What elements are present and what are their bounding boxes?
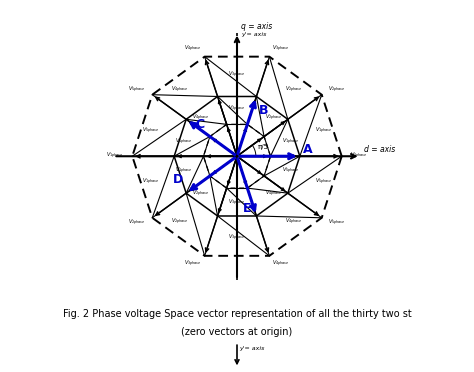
Text: C: C bbox=[196, 118, 205, 131]
Text: $V_{1phase}$: $V_{1phase}$ bbox=[315, 126, 332, 136]
Text: E: E bbox=[243, 202, 252, 215]
Text: $V_{1phase}$: $V_{1phase}$ bbox=[142, 176, 159, 187]
Text: q = axis: q = axis bbox=[241, 22, 273, 31]
Text: $V_{5phase}$: $V_{5phase}$ bbox=[315, 176, 332, 187]
Text: $V_{1phase}$: $V_{1phase}$ bbox=[350, 151, 368, 161]
Text: $V_{1phase}$: $V_{1phase}$ bbox=[282, 137, 300, 147]
Text: $V_{2phase}$: $V_{2phase}$ bbox=[264, 113, 283, 123]
Text: Fig. 2 Phase voltage Space vector representation of all the thirty two st: Fig. 2 Phase voltage Space vector repres… bbox=[63, 309, 411, 319]
Text: $V_{3phase}$: $V_{3phase}$ bbox=[228, 233, 246, 243]
Text: B: B bbox=[258, 104, 268, 117]
Text: y'= axis: y'= axis bbox=[241, 32, 266, 37]
Text: $V_{2phase}$: $V_{2phase}$ bbox=[172, 217, 189, 227]
Text: $V_{4phase}$: $V_{4phase}$ bbox=[184, 44, 202, 54]
Text: $V_{3phase}$: $V_{3phase}$ bbox=[228, 70, 246, 80]
Text: $V_{5phase}$: $V_{5phase}$ bbox=[174, 137, 192, 147]
Text: y'= axis: y'= axis bbox=[239, 346, 265, 351]
Text: D: D bbox=[173, 173, 183, 186]
Text: $V_{1phase}$: $V_{1phase}$ bbox=[174, 166, 192, 176]
Text: $V_{4phase}$: $V_{4phase}$ bbox=[285, 217, 302, 227]
Text: $V_{5phase}$: $V_{5phase}$ bbox=[128, 85, 146, 95]
Text: $V_{2phase}$: $V_{2phase}$ bbox=[191, 189, 210, 199]
Text: $V_{2phase}$: $V_{2phase}$ bbox=[328, 85, 346, 95]
Text: $V_{2phase}$: $V_{2phase}$ bbox=[128, 218, 146, 228]
Text: A: A bbox=[303, 144, 313, 157]
Text: $V_{4phase}$: $V_{4phase}$ bbox=[172, 85, 189, 95]
Text: $V_{2phase}$: $V_{2phase}$ bbox=[285, 85, 302, 95]
Text: $V_{3phase}$: $V_{3phase}$ bbox=[228, 104, 246, 114]
Text: $V_{5phase}$: $V_{5phase}$ bbox=[282, 166, 300, 176]
Text: $V_{3phase}$: $V_{3phase}$ bbox=[228, 198, 246, 208]
Text: $V_{5phase}$: $V_{5phase}$ bbox=[328, 218, 346, 228]
Text: (zero vectors at origin): (zero vectors at origin) bbox=[182, 327, 292, 337]
Text: $V_{4phase}$: $V_{4phase}$ bbox=[191, 113, 210, 123]
Text: π/5: π/5 bbox=[258, 144, 269, 151]
Text: $V_{1phase}$: $V_{1phase}$ bbox=[106, 151, 124, 161]
Text: d = axis: d = axis bbox=[364, 145, 395, 154]
Text: $V_{3phase}$: $V_{3phase}$ bbox=[184, 259, 202, 269]
Text: $V_{5phase}$: $V_{5phase}$ bbox=[142, 126, 159, 136]
Text: $V_{4phase}$: $V_{4phase}$ bbox=[272, 259, 290, 269]
Text: $V_{4phase}$: $V_{4phase}$ bbox=[264, 189, 283, 199]
Text: $V_{3phase}$: $V_{3phase}$ bbox=[272, 44, 290, 54]
